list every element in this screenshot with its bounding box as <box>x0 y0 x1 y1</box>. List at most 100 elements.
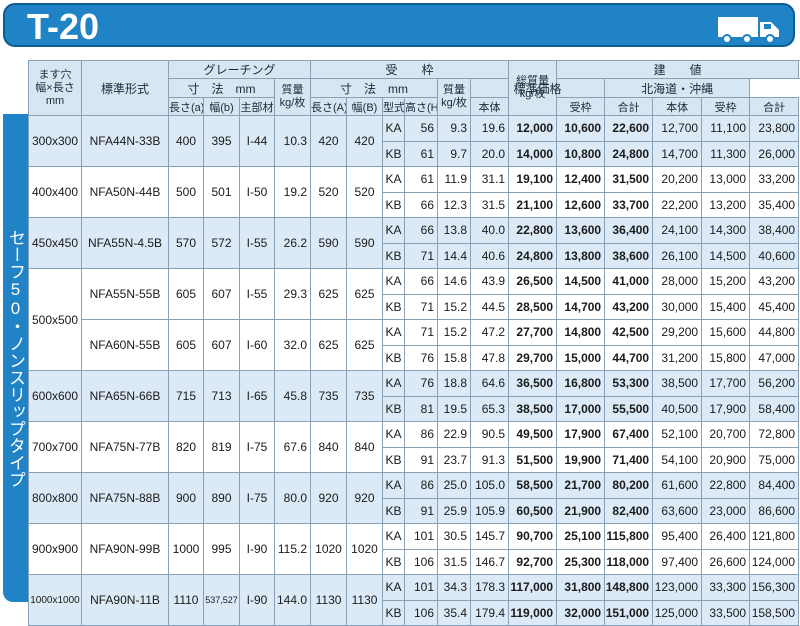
std-price-total-cell: 67,400 <box>604 421 654 448</box>
hokkaido-price-body-cell: 12,700 <box>652 115 703 142</box>
table-row: KB 81 19.5 65.3 38,500 17,000 55,500 40,500 17,9… <box>29 395 800 422</box>
frame-height-cell: 76 <box>404 370 439 397</box>
total-mass-cell: 31.5 <box>470 191 510 218</box>
std-price-frame-cell: 10,800 <box>556 140 606 167</box>
sub-header: 幅(B) <box>346 97 384 116</box>
grating-length-cell: 400 <box>168 115 204 167</box>
frame-width-cell: 590 <box>346 217 384 269</box>
frame-type-cell: KB <box>382 446 406 473</box>
main-member-cell: I-55 <box>239 217 275 269</box>
hokkaido-price-frame-cell: 11,300 <box>701 140 751 167</box>
frame-mass-cell: 25.0 <box>437 472 472 499</box>
truck-icon <box>718 17 779 44</box>
frame-mass-cell: 15.2 <box>437 319 472 346</box>
std-price-total-cell: 115,800 <box>604 523 654 550</box>
size-cell: 300x300 <box>28 115 82 167</box>
frame-mass-cell: 9.3 <box>437 115 472 142</box>
page-title: T-20 <box>27 6 100 47</box>
table-row: KB 71 14.4 40.6 24,800 13,800 38,600 26,100 14,5… <box>29 242 800 269</box>
hokkaido-price-total-cell: 84,400 <box>749 472 800 499</box>
frame-type-cell: KB <box>382 497 406 524</box>
sub-header: 本体 <box>470 97 510 116</box>
frame-mass-cell: 31.5 <box>437 548 472 575</box>
grating-mass-cell: 80.0 <box>273 472 312 524</box>
hokkaido-price-frame-cell: 15,400 <box>701 293 751 320</box>
frame-width-cell: 625 <box>346 319 384 371</box>
std-price-frame-cell: 25,100 <box>556 523 606 550</box>
hokkaido-price-body-cell: 20,200 <box>652 166 703 193</box>
std-price-frame-cell: 13,800 <box>556 242 606 269</box>
total-mass-cell: 90.5 <box>470 421 510 448</box>
sub-header: 高さ(H) <box>404 97 439 116</box>
hokkaido-price-total-cell: 35,400 <box>749 191 800 218</box>
sub-header: 長さ(a) <box>168 97 204 116</box>
std-price-body-cell: 38,500 <box>508 395 558 422</box>
total-mass-cell: 105.9 <box>470 497 510 524</box>
table-row: 500x500 NFA55N-55B 605 607 I-55 29.3 625 625 KA 6… <box>28 268 800 371</box>
hokkaido-price-frame-cell: 13,200 <box>701 191 751 218</box>
frame-length-cell: 625 <box>310 268 348 320</box>
model-header: 標準形式 <box>81 60 169 116</box>
std-price-frame-cell: 13,600 <box>556 217 606 244</box>
frame-width-cell: 625 <box>346 268 384 320</box>
std-price-frame-cell: 16,800 <box>556 370 606 397</box>
frame-mass-cell: 15.8 <box>437 344 472 371</box>
sub-header: 合計 <box>604 97 654 116</box>
sub-header: 本体 <box>652 97 703 116</box>
grating-length-cell: 1000 <box>168 523 204 575</box>
frame-mass-cell: 18.8 <box>437 370 472 397</box>
grating-width-cell: 537,527 <box>203 574 240 626</box>
frame-mass-cell: 14.4 <box>437 242 472 269</box>
std-price-frame-cell: 17,900 <box>556 421 606 448</box>
std-price-total-cell: 41,000 <box>604 268 654 295</box>
frame-type-cell: KA <box>382 319 406 346</box>
frame-mass-cell: 14.6 <box>437 268 472 295</box>
total-mass-cell: 64.6 <box>470 370 510 397</box>
hokkaido-price-body-cell: 97,400 <box>652 548 703 575</box>
frame-mass-header: 質量 kg/枚 <box>437 78 472 116</box>
frame-width-cell: 920 <box>346 472 384 524</box>
frame-height-cell: 71 <box>404 293 439 320</box>
frame-width-cell: 420 <box>346 115 384 167</box>
frame-dim-header: 寸 法 mm <box>310 78 439 98</box>
std-price-frame-cell: 10,600 <box>556 115 606 142</box>
side-category-band: セーフ50・ノンスリップタイプ <box>3 114 28 602</box>
model-cell: NFA90N-99B <box>81 523 169 575</box>
std-price-frame-cell: 31,800 <box>556 574 606 601</box>
frame-type-cell: KB <box>382 548 406 575</box>
table-row: KB 91 25.9 105.9 60,500 21,900 82,400 63,600 23,… <box>29 497 800 524</box>
total-mass-cell: 47.2 <box>470 319 510 346</box>
hokkaido-price-body-cell: 95,400 <box>652 523 703 550</box>
total-mass-cell: 47.8 <box>470 344 510 371</box>
total-mass-cell: 145.7 <box>470 523 510 550</box>
std-price-body-cell: 14,000 <box>508 140 558 167</box>
main-member-cell: I-44 <box>239 115 275 167</box>
total-mass-cell: 65.3 <box>470 395 510 422</box>
std-price-total-cell: 33,700 <box>604 191 654 218</box>
grating-mass-cell: 67.6 <box>273 421 312 473</box>
hokkaido-price-body-cell: 123,000 <box>652 574 703 601</box>
size-cell: 700x700 <box>28 421 82 473</box>
hokkaido-price-frame-cell: 15,600 <box>701 319 751 346</box>
hokkaido-price-frame-cell: 14,500 <box>701 242 751 269</box>
hokkaido-price-total-cell: 124,000 <box>749 548 800 575</box>
grating-width-cell: 819 <box>203 421 240 473</box>
std-price-body-cell: 22,800 <box>508 217 558 244</box>
table-row: KB 71 15.2 44.5 28,500 14,700 43,200 30,000 15,4… <box>29 293 800 320</box>
side-category-label: セーフ50・ノンスリップタイプ <box>6 228 25 488</box>
frame-height-cell: 56 <box>404 115 439 142</box>
model-cell: NFA44N-33B <box>81 115 169 167</box>
std-price-body-cell: 26,500 <box>508 268 558 295</box>
total-mass-cell: 31.1 <box>470 166 510 193</box>
size-cell: 400x400 <box>28 166 82 218</box>
table-row: KB 91 23.7 91.3 51,500 19,900 71,400 54,100 20,9… <box>29 446 800 473</box>
sub-header: 受枠 <box>701 97 751 116</box>
grating-width-cell: 572 <box>203 217 240 269</box>
hokkaido-price-frame-cell: 20,700 <box>701 421 751 448</box>
frame-width-cell: 1130 <box>346 574 384 626</box>
table-row: KB 61 9.7 20.0 14,000 10,800 24,800 14,700 11,30… <box>29 140 800 167</box>
frame-type-cell: KA <box>382 268 406 295</box>
table-row: 700x700 NFA75N-77B 820 819 I-75 67.6 840 840 KA 8… <box>28 421 800 473</box>
frame-mass-cell: 22.9 <box>437 421 472 448</box>
std-price-total-cell: 82,400 <box>604 497 654 524</box>
